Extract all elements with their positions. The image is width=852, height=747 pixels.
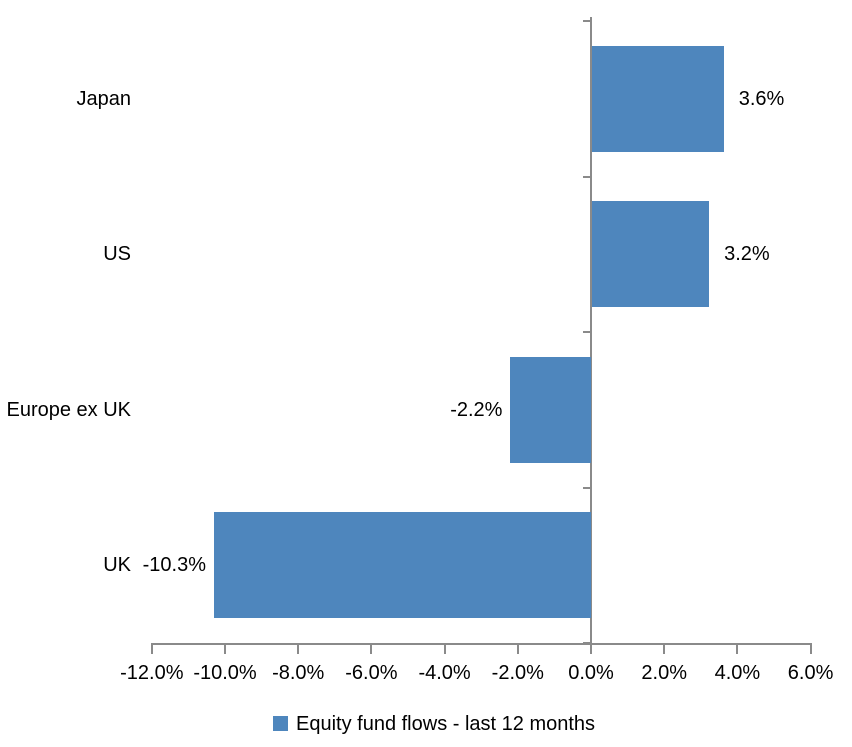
bar-europe-ex-uk [510, 356, 591, 463]
x-axis-tick [736, 643, 739, 654]
x-axis-tick [590, 643, 592, 654]
bar-japan [592, 45, 724, 152]
x-axis-tick-label: -2.0% [491, 662, 544, 684]
category-label-us: US [103, 243, 131, 266]
x-axis-tick-label: -8.0% [272, 662, 325, 684]
zero-value-axis-line [590, 17, 592, 643]
data-label-japan: 3.6% [738, 87, 785, 110]
legend-series-marker-icon [273, 716, 288, 731]
x-axis-tick-label: -6.0% [345, 662, 398, 684]
bar-us [592, 201, 710, 308]
data-label-uk: -10.3% [142, 554, 207, 577]
category-axis-tick [583, 20, 590, 22]
x-axis-tick [516, 643, 519, 654]
bar-uk [214, 512, 591, 619]
x-axis-tick-label: 2.0% [641, 662, 687, 684]
category-axis-tick [583, 175, 590, 178]
category-axis-tick [583, 642, 590, 644]
category-label-uk: UK [103, 554, 131, 577]
category-label-japan: Japan [76, 87, 132, 110]
x-axis-line [151, 643, 812, 645]
x-axis-tick-label: -4.0% [418, 662, 471, 684]
data-label-europe-ex-uk: -2.2% [450, 398, 503, 421]
legend-series-label: Equity fund flows - last 12 months [296, 713, 596, 735]
x-axis-tick-label: -12.0% [120, 662, 184, 684]
x-axis-tick-label: 6.0% [787, 662, 834, 684]
legend: Equity fund flows - last 12 months [273, 712, 595, 736]
x-axis-tick [224, 643, 226, 654]
x-axis-tick [150, 643, 153, 654]
x-axis-tick [663, 643, 666, 654]
data-label-us: 3.2% [724, 243, 770, 266]
x-axis-tick-label: 4.0% [714, 662, 761, 684]
x-axis-tick-label: -10.0% [193, 662, 257, 684]
x-axis-tick-label: 0.0% [568, 662, 614, 684]
x-axis-tick [297, 643, 300, 654]
category-axis-tick [583, 331, 590, 333]
category-axis-tick [583, 486, 590, 489]
x-axis-tick [809, 643, 812, 654]
x-axis-tick [443, 643, 446, 654]
x-axis-tick [370, 643, 373, 654]
category-label-europe-ex-uk: Europe ex UK [6, 398, 131, 421]
